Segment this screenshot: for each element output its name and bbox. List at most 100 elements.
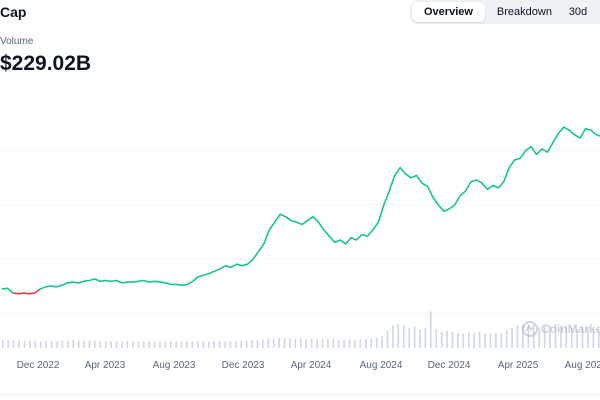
volume-bar: [500, 333, 503, 348]
volume-bar: [45, 340, 47, 348]
volume-bar: [213, 341, 215, 348]
line-segment-up: [1, 287, 14, 294]
view-toggle: Overview Breakdown: [410, 0, 566, 24]
volume-bar: [245, 340, 248, 348]
volume-bar: [12, 340, 15, 348]
volume-bar: [23, 340, 26, 348]
volume-bar: [316, 338, 318, 348]
volume-bar: [2, 340, 4, 348]
volume-bar: [402, 325, 405, 348]
volume-bar: [516, 325, 519, 348]
chart-grid: [0, 95, 600, 315]
volume-bar: [148, 341, 150, 348]
volume-bar: [457, 333, 459, 348]
volume-bar: [99, 341, 102, 348]
x-tick-label: Apr 2024: [290, 360, 332, 371]
volume-bar: [484, 333, 486, 348]
volume-bar: [576, 329, 578, 348]
x-tick-label: Apr 2023: [84, 360, 126, 371]
volume-bar: [159, 341, 161, 348]
volume-bar: [153, 341, 156, 348]
volume-bar: [175, 341, 177, 348]
volume-bar: [560, 325, 562, 348]
x-tick-label: Dec 2024: [427, 360, 471, 371]
volume-bar: [191, 341, 194, 348]
volume-bar: [478, 332, 481, 348]
volume-bar: [29, 340, 31, 348]
volume-bar: [235, 341, 237, 348]
volume-bar: [39, 341, 42, 348]
volume-bar: [446, 330, 448, 348]
volume-bar: [272, 338, 275, 348]
volume-bar: [126, 340, 129, 348]
volume-bar: [375, 338, 378, 348]
volume-bar: [408, 328, 410, 348]
volume-bar: [332, 339, 335, 348]
volume-bar: [440, 332, 443, 348]
volume-bar: [170, 341, 172, 348]
volume-bar: [142, 341, 145, 348]
volume-bar: [294, 338, 297, 348]
volume-bar: [354, 340, 356, 348]
volume-bar: [180, 341, 183, 348]
volume-bar: [251, 340, 253, 348]
volume-bar: [224, 341, 226, 348]
volume-bar: [386, 331, 389, 348]
tab-breakdown[interactable]: Breakdown: [496, 6, 552, 18]
volume-bar: [495, 333, 497, 348]
volume-bar: [262, 339, 264, 348]
volume-bar: [543, 326, 546, 348]
volume-bar: [278, 338, 280, 348]
volume-bar: [7, 340, 9, 348]
volume-bar: [424, 328, 427, 348]
volume-bar: [283, 338, 286, 348]
volume-bar: [121, 341, 123, 348]
volume-bar: [587, 328, 589, 348]
volume-bar: [110, 341, 112, 348]
volume-bar: [435, 329, 438, 348]
bottom-divider: [0, 394, 600, 395]
x-tick-label: Dec 2022: [16, 360, 60, 371]
metric-value: $229.02B: [0, 52, 92, 75]
volume-bar: [240, 340, 242, 348]
volume-bar: [538, 327, 540, 348]
volume-bar: [522, 325, 524, 348]
volume-bar: [533, 328, 535, 348]
volume-bar: [343, 340, 345, 348]
volume-bar: [207, 341, 210, 348]
volume-bar: [115, 341, 118, 348]
volume-bar: [56, 341, 58, 348]
volume-bar: [94, 340, 96, 348]
line-segment-up: [39, 126, 600, 290]
volume-bar: [430, 311, 432, 348]
volume-bar: [104, 341, 107, 348]
volume-bar: [77, 340, 80, 348]
volume-bar: [289, 338, 291, 348]
tab-overview[interactable]: Overview: [412, 2, 485, 22]
price-line: [1, 126, 600, 295]
volume-bar: [468, 332, 470, 348]
volume-bar: [327, 339, 329, 348]
volume-bar: [554, 324, 557, 348]
volume-bar: [397, 324, 400, 348]
volume-bar: [218, 341, 221, 348]
coinmarketcap-logo-icon: [522, 321, 538, 337]
volume-bar: [202, 341, 205, 348]
volume-bar: [505, 330, 508, 348]
volume-bar: [186, 341, 188, 348]
volume-bar: [256, 340, 259, 348]
volume-bar: [370, 338, 372, 348]
volume-bar: [18, 340, 20, 348]
volume-bar: [451, 332, 454, 348]
x-tick-label: Aug 2024: [359, 360, 403, 371]
volume-bar: [413, 326, 416, 348]
volume-bar: [381, 336, 383, 348]
volume-bar: [365, 339, 367, 348]
volume-bar: [348, 339, 351, 348]
line-segment-down: [12, 288, 41, 295]
volume-bar: [598, 330, 600, 348]
range-30d-button[interactable]: 30d: [556, 0, 600, 24]
volume-bar: [88, 340, 91, 348]
volume-bar: [592, 329, 595, 348]
